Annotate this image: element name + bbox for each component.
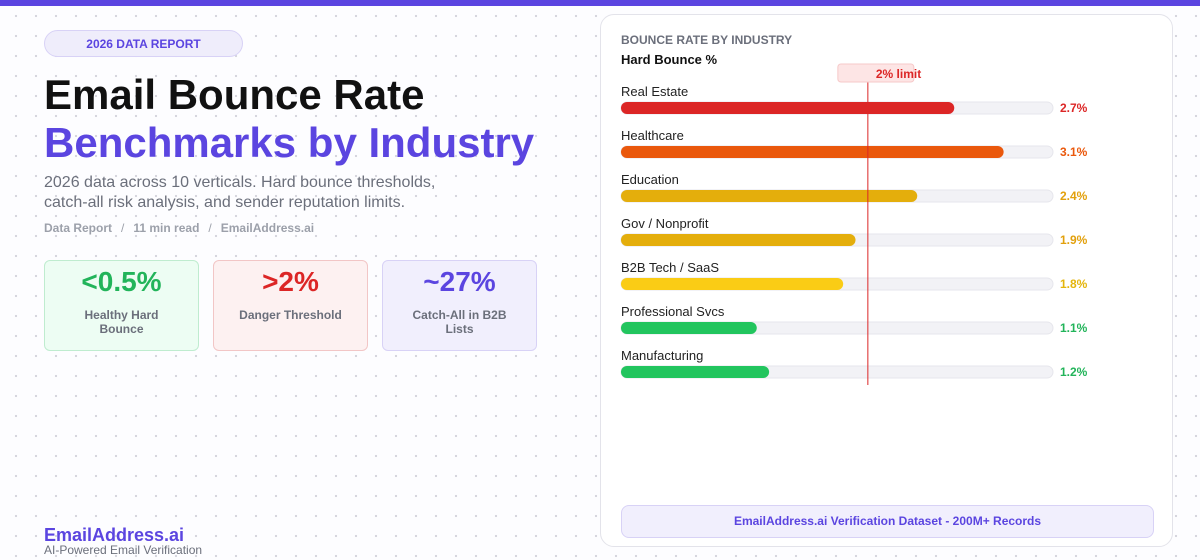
stat-label: Danger Threshold [239, 308, 342, 322]
meta-separator: / [208, 221, 212, 235]
meta-type: Data Report [44, 221, 113, 235]
stat-value: ~27% [423, 266, 496, 297]
brand-name: EmailAddress.ai [44, 525, 185, 545]
bar-value-label: 1.1% [1060, 321, 1088, 335]
bar-category-label: Gov / Nonprofit [621, 216, 709, 231]
bar-category-label: Education [621, 172, 679, 187]
chart-title: Hard Bounce % [621, 52, 718, 67]
bar [621, 190, 918, 202]
bar [621, 322, 757, 334]
stat-label: Healthy Hard Bounce [84, 308, 159, 336]
stat-card-catch-all: ~27% Catch-All in B2B Lists [382, 260, 537, 351]
bounce-rate-chart: Real Estate 2.7% Healthcare 3.1% Education 2.… [620, 63, 1088, 385]
bar [621, 366, 770, 378]
bar-value-label: 1.9% [1060, 233, 1088, 247]
brand-tagline: AI-Powered Email Verification [44, 543, 203, 557]
stat-value: <0.5% [81, 266, 162, 297]
reference-line-badge [837, 63, 915, 83]
stat-label: Catch-All in B2B Lists [412, 308, 507, 336]
meta-publisher: EmailAddress.ai [220, 221, 315, 235]
bar-value-label: 1.2% [1060, 365, 1088, 379]
top-accent-bar [0, 0, 1200, 6]
bar [621, 146, 1004, 158]
data-source-badge: EmailAddress.ai Verification Dataset - 2… [621, 505, 1154, 538]
page-description: 2026 data across 10 verticals. Hard boun… [44, 174, 436, 211]
chart-card: Real Estate 2.7% Healthcare 3.1% Education 2.… [600, 14, 1173, 547]
bar-value-label: 2.4% [1060, 189, 1088, 203]
article-meta: Data Report / 11 min read / EmailAddress.ai [44, 221, 314, 235]
bar [621, 234, 856, 246]
report-tag: 2026 DATA REPORT [44, 30, 243, 57]
stat-value: >2% [262, 266, 319, 297]
meta-read-time: 11 min read [133, 221, 200, 235]
bar-value-label: 2.7% [1060, 101, 1088, 115]
bar-category-label: Manufacturing [621, 348, 703, 363]
bar-value-label: 1.8% [1060, 277, 1088, 291]
bar-category-label: Real Estate [621, 84, 688, 99]
meta-separator: / [121, 221, 125, 235]
bar-category-label: Professional Svcs [621, 304, 725, 319]
bar [621, 278, 844, 290]
stat-card-danger: >2% Danger Threshold [213, 260, 368, 351]
bar-value-label: 3.1% [1060, 145, 1088, 159]
chart-subtitle: BOUNCE RATE BY INDUSTRY [621, 33, 793, 47]
bar [621, 102, 955, 114]
stat-card-healthy: <0.5% Healthy Hard Bounce [44, 260, 199, 351]
bar-category-label: B2B Tech / SaaS [621, 260, 719, 275]
page-title: Email Bounce Rate [44, 71, 425, 118]
page-title-highlight: Benchmarks by Industry [44, 119, 535, 166]
reference-line-label: 2% limit [876, 67, 921, 81]
bar-category-label: Healthcare [621, 128, 684, 143]
